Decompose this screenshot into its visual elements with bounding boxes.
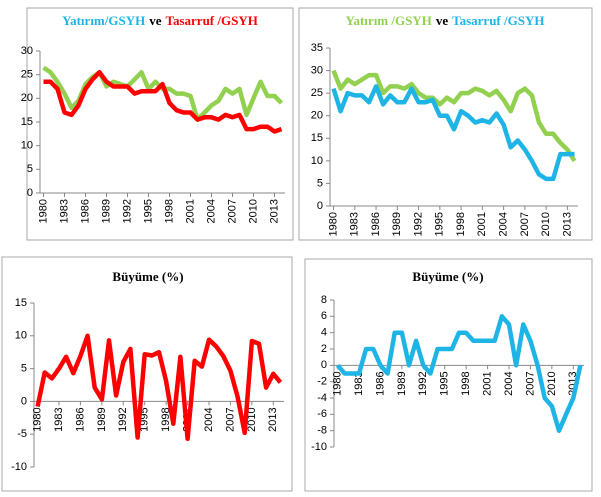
x-tick-label: 1980	[327, 212, 339, 236]
chart-frame	[1, 256, 293, 492]
x-tick-label: 1992	[117, 407, 129, 431]
data-line	[331, 84, 575, 182]
y-tick-label: 15	[15, 297, 27, 309]
y-tick-label: 30	[311, 64, 323, 76]
y-tick-label: 15	[311, 132, 323, 144]
y-tick-label: 35	[311, 42, 323, 54]
x-tick-label: 1989	[396, 371, 408, 395]
x-tick-label: 2013	[268, 199, 280, 223]
y-tick-label: 0	[321, 359, 327, 371]
x-tick-label: 2001	[476, 212, 488, 236]
x-tick-label: 2010	[540, 212, 552, 236]
x-tick-label: 2004	[205, 199, 217, 223]
x-tick-label: 1986	[74, 407, 86, 431]
x-tick-label: 1980	[31, 407, 43, 431]
y-tick-label: -10	[11, 461, 27, 473]
x-tick-label: 1980	[331, 371, 343, 395]
data-line	[42, 65, 284, 122]
x-tick-label: 1989	[391, 212, 403, 236]
x-tick-label: 2001	[184, 199, 196, 223]
data-line	[43, 70, 283, 134]
data-line	[335, 314, 583, 433]
y-tick-label: 25	[311, 87, 323, 99]
x-tick-label: 1998	[455, 212, 467, 236]
title-part: Yatırım /GSYH	[346, 13, 432, 28]
y-tick-label: -8	[317, 425, 327, 437]
y-tick-label: 10	[21, 140, 33, 152]
x-tick-label: 1983	[353, 371, 365, 395]
x-tick-label: 2004	[503, 371, 515, 395]
chart-title: Büyüme (%)	[412, 269, 483, 284]
x-tick-label: 1998	[160, 407, 172, 431]
y-tick-label: -10	[311, 441, 327, 453]
chart-frame	[298, 7, 593, 241]
title-part: Tasarruf /GSYH	[166, 13, 258, 28]
x-tick-label: 2010	[546, 371, 558, 395]
x-tick-label: 2010	[247, 199, 259, 223]
y-tick-label: 2	[321, 343, 327, 355]
y-tick-label: 10	[311, 155, 323, 167]
y-tick-label: 0	[317, 200, 323, 212]
title-part: Tasarruf /GSYH	[452, 13, 544, 28]
x-tick-label: 1989	[100, 199, 112, 223]
x-tick-label: 1989	[96, 407, 108, 431]
y-tick-label: 5	[317, 177, 323, 189]
x-tick-label: 1983	[349, 212, 361, 236]
x-tick-label: 2001	[481, 371, 493, 395]
y-tick-label: -6	[317, 408, 327, 420]
title-part: ve	[149, 13, 162, 28]
y-tick-label: -5	[17, 428, 27, 440]
x-tick-label: 2007	[519, 212, 531, 236]
x-tick-label: 2013	[561, 212, 573, 236]
x-tick-label: 2007	[524, 371, 536, 395]
x-tick-label: 2004	[203, 407, 215, 431]
y-tick-label: 10	[15, 330, 27, 342]
x-tick-label: 2013	[267, 407, 279, 431]
x-tick-label: 1983	[58, 199, 70, 223]
x-tick-label: 1986	[374, 371, 386, 395]
y-tick-label: 0	[21, 395, 27, 407]
chart-title: Yatırım /GSYH ve Tasarruf /GSYH	[346, 13, 545, 28]
x-tick-label: 1986	[79, 199, 91, 223]
y-tick-label: 8	[321, 294, 327, 306]
x-tick-label: 1992	[121, 199, 133, 223]
x-tick-label: 1998	[163, 199, 175, 223]
title-part: ve	[436, 13, 449, 28]
chart-title: Yatırım/GSYH ve Tasarruf /GSYH	[62, 13, 258, 28]
x-tick-label: 1983	[53, 407, 65, 431]
x-tick-label: 2007	[226, 199, 238, 223]
y-tick-label: 0	[27, 187, 33, 199]
x-tick-label: 2004	[498, 212, 510, 236]
y-tick-label: 4	[321, 327, 327, 339]
x-tick-label: 1995	[434, 212, 446, 236]
x-tick-label: 1986	[370, 212, 382, 236]
y-tick-label: 20	[311, 110, 323, 122]
data-line	[331, 69, 577, 163]
x-tick-label: 2010	[246, 407, 258, 431]
chart-frame	[304, 258, 593, 492]
x-tick-label: 1992	[412, 212, 424, 236]
y-tick-label: 5	[21, 363, 27, 375]
x-tick-label: 1992	[417, 371, 429, 395]
y-tick-label: 25	[21, 69, 33, 81]
chart-frame	[26, 7, 294, 241]
x-tick-label: 1995	[439, 371, 451, 395]
y-tick-label: 5	[27, 163, 33, 175]
y-tick-label: 30	[21, 45, 33, 57]
x-tick-label: 1998	[460, 371, 472, 395]
data-line	[35, 333, 283, 442]
y-tick-label: 15	[21, 116, 33, 128]
y-tick-label: -4	[317, 392, 327, 404]
y-tick-label: 20	[21, 92, 33, 104]
y-tick-label: -2	[317, 376, 327, 388]
title-part: Yatırım/GSYH	[62, 13, 145, 28]
y-tick-label: 6	[321, 310, 327, 322]
chart-title: Büyüme (%)	[112, 269, 183, 284]
x-tick-label: 1980	[37, 199, 49, 223]
x-tick-label: 2007	[224, 407, 236, 431]
x-tick-label: 1995	[142, 199, 154, 223]
